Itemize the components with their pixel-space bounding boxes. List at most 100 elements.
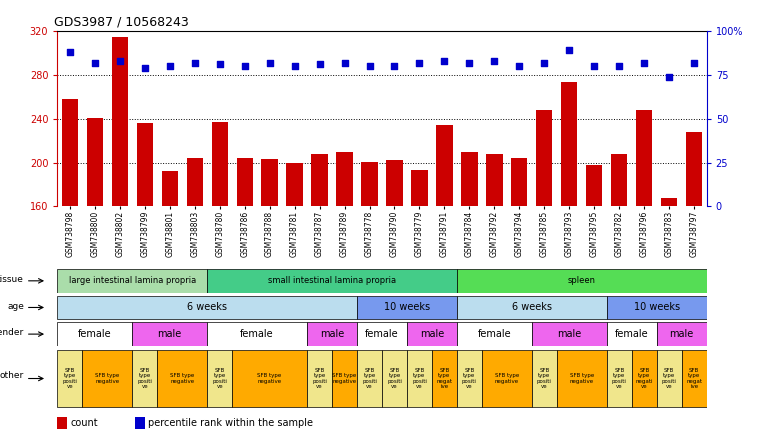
Bar	[387, 160, 403, 206]
Text: SFB type
negative: SFB type negative	[495, 373, 519, 384]
Text: SFB
type
positi
ve: SFB type positi ve	[387, 368, 402, 389]
Bar	[361, 162, 377, 206]
Bar	[532, 322, 607, 346]
Bar	[411, 170, 428, 206]
Text: male: male	[157, 329, 182, 339]
Text: SFB
type
positi
ve: SFB type positi ve	[612, 368, 626, 389]
Bar	[286, 163, 303, 206]
Bar	[57, 350, 83, 407]
Text: SFB
type
positi
ve: SFB type positi ve	[63, 368, 77, 389]
Text: SFB type
negative: SFB type negative	[332, 373, 357, 384]
Bar	[557, 350, 607, 407]
Bar	[307, 350, 332, 407]
Point	[513, 63, 526, 70]
Bar	[57, 322, 132, 346]
Bar	[407, 322, 457, 346]
Point	[89, 59, 101, 66]
Text: SFB
type
positi
ve: SFB type positi ve	[462, 368, 477, 389]
Bar	[57, 269, 207, 293]
Text: SFB type
negative: SFB type negative	[170, 373, 194, 384]
Text: female: female	[78, 329, 112, 339]
Text: SFB
type
positi
ve: SFB type positi ve	[537, 368, 552, 389]
Text: female: female	[241, 329, 274, 339]
Bar	[332, 350, 357, 407]
Point	[663, 73, 675, 80]
Bar	[207, 269, 457, 293]
Text: other: other	[0, 371, 24, 380]
Bar	[657, 322, 707, 346]
Bar	[357, 322, 407, 346]
Bar	[636, 110, 652, 206]
Point	[588, 63, 601, 70]
Bar	[586, 165, 603, 206]
Text: GDS3987 / 10568243: GDS3987 / 10568243	[54, 16, 189, 28]
Point	[439, 57, 451, 64]
Text: female: female	[615, 329, 649, 339]
Point	[313, 61, 325, 68]
Point	[638, 59, 650, 66]
Bar	[237, 158, 253, 206]
Text: count: count	[70, 418, 98, 428]
Point	[138, 64, 151, 71]
Point	[613, 63, 626, 70]
Text: 10 weeks: 10 weeks	[633, 302, 680, 313]
Text: 6 weeks: 6 weeks	[512, 302, 552, 313]
Point	[264, 59, 276, 66]
Bar	[135, 417, 145, 429]
Bar	[212, 122, 228, 206]
Point	[488, 57, 500, 64]
Bar	[457, 296, 607, 319]
Text: SFB
type
positi
ve: SFB type positi ve	[662, 368, 677, 389]
Text: female: female	[365, 329, 399, 339]
Text: male: male	[669, 329, 694, 339]
Bar	[457, 322, 532, 346]
Point	[189, 59, 201, 66]
Bar	[382, 350, 407, 407]
Text: female: female	[478, 329, 511, 339]
Text: SFB
type
negat
ive: SFB type negat ive	[436, 368, 452, 389]
Point	[688, 59, 701, 66]
Bar	[562, 82, 578, 206]
Bar	[611, 154, 627, 206]
Text: male: male	[557, 329, 581, 339]
Point	[463, 59, 475, 66]
Text: tissue: tissue	[0, 275, 24, 284]
Text: SFB type
negative: SFB type negative	[570, 373, 594, 384]
Text: male: male	[320, 329, 344, 339]
Bar	[57, 296, 357, 319]
Point	[289, 63, 301, 70]
Bar	[62, 99, 78, 206]
Bar	[632, 350, 657, 407]
Point	[563, 47, 575, 54]
Point	[388, 63, 400, 70]
Bar	[112, 36, 128, 206]
Bar	[607, 296, 707, 319]
Text: age: age	[7, 302, 24, 311]
Bar	[86, 118, 103, 206]
Point	[413, 59, 426, 66]
Bar	[532, 350, 557, 407]
Text: SFB
type
negati
ve: SFB type negati ve	[636, 368, 653, 389]
Bar	[307, 322, 357, 346]
Bar	[57, 417, 67, 429]
Bar	[207, 350, 232, 407]
Text: 10 weeks: 10 weeks	[384, 302, 430, 313]
Point	[364, 63, 376, 70]
Text: SFB type
negative: SFB type negative	[257, 373, 282, 384]
Point	[338, 59, 351, 66]
Bar	[432, 350, 457, 407]
Bar	[457, 350, 482, 407]
Text: gender: gender	[0, 329, 24, 337]
Text: small intestinal lamina propria: small intestinal lamina propria	[268, 276, 396, 285]
Text: percentile rank within the sample: percentile rank within the sample	[148, 418, 313, 428]
Text: SFB
type
negat
ive: SFB type negat ive	[686, 368, 702, 389]
Bar	[232, 350, 307, 407]
Bar	[132, 322, 207, 346]
Text: SFB
type
positi
ve: SFB type positi ve	[362, 368, 377, 389]
Point	[539, 59, 551, 66]
Text: spleen: spleen	[568, 276, 596, 285]
Point	[114, 57, 126, 64]
Point	[214, 61, 226, 68]
Bar	[357, 296, 457, 319]
Text: SFB
type
positi
ve: SFB type positi ve	[312, 368, 327, 389]
